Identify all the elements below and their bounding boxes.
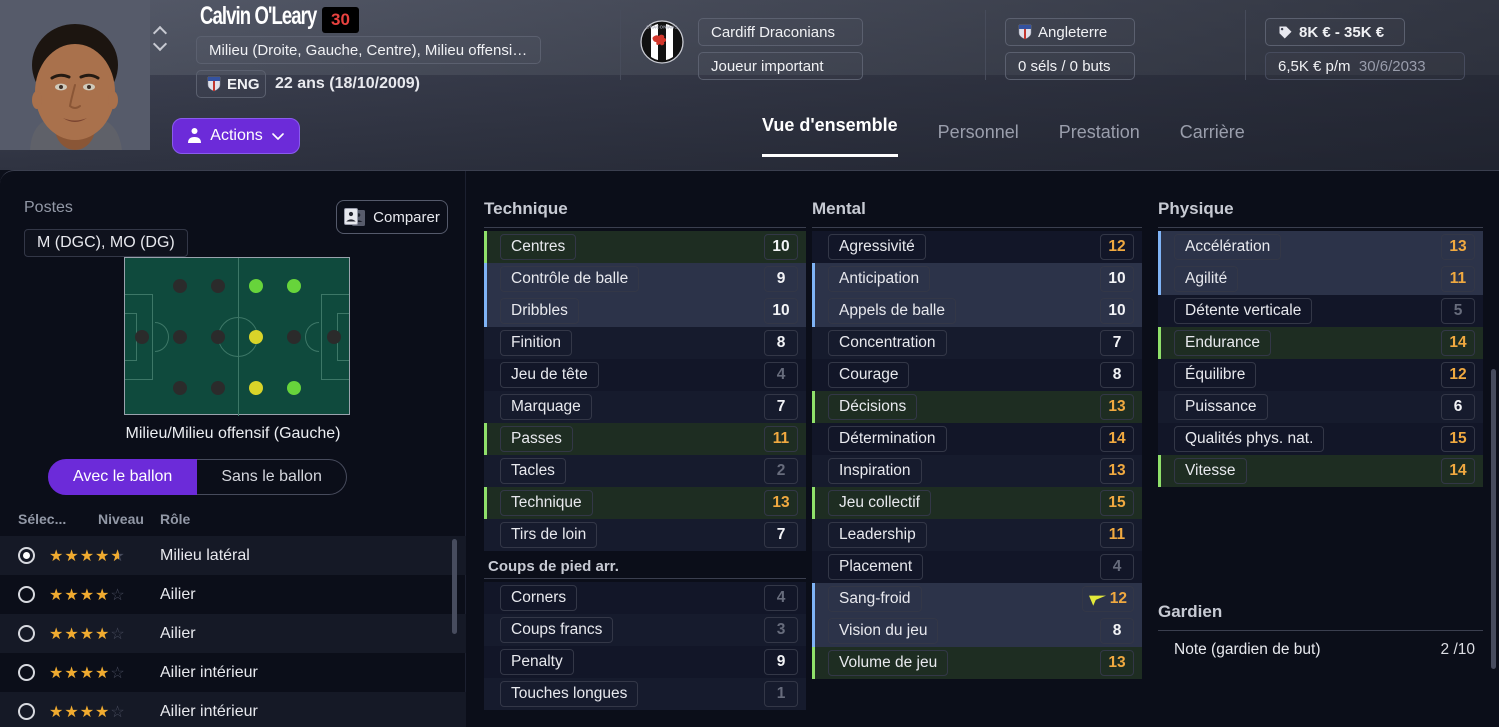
svg-text:DRACONIANS: DRACONIANS	[646, 25, 677, 30]
